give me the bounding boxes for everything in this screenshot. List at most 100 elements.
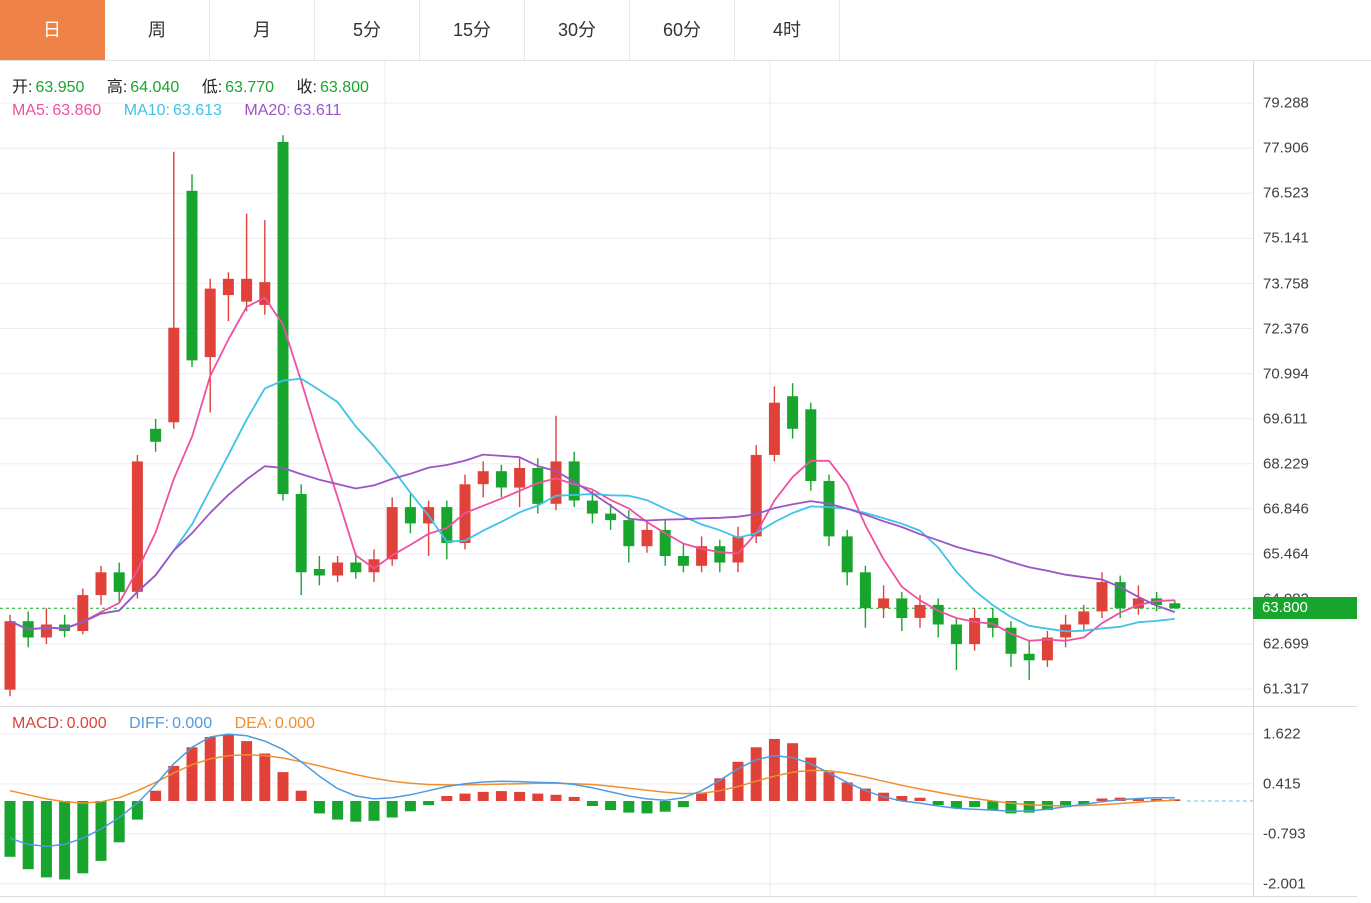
- macd-bar: [386, 801, 398, 818]
- macd-bar: [859, 788, 871, 801]
- candle: [859, 565, 871, 628]
- macd-bar: [168, 765, 180, 801]
- timeframe-tab[interactable]: 5分: [315, 0, 420, 60]
- macd-bar: [368, 801, 380, 821]
- ma-readout: MA5: 63.860 MA10: 63.613 MA20: 63.611: [12, 102, 359, 120]
- macd-bar: [477, 791, 489, 801]
- macd-bar: [568, 796, 580, 801]
- low-label: 低:: [201, 79, 223, 96]
- macd-bar: [841, 782, 853, 801]
- dea-line: [9, 753, 1175, 807]
- candle: [823, 474, 835, 547]
- timeframe-tab[interactable]: 30分: [525, 0, 630, 60]
- price-axis-label: 70.994: [1263, 365, 1309, 383]
- timeframe-tab[interactable]: 15分: [420, 0, 525, 60]
- ma5-line: [9, 296, 1175, 642]
- macd-bar: [95, 801, 107, 861]
- macd-bar: [495, 791, 507, 801]
- macd-bar: [623, 801, 635, 813]
- macd-bar: [987, 801, 999, 811]
- candle: [241, 213, 253, 312]
- price-axis-label: 76.523: [1263, 184, 1309, 202]
- price-axis-label: 66.846: [1263, 500, 1309, 518]
- high-value: 64.040: [130, 79, 180, 96]
- candle: [768, 386, 780, 462]
- candle: [550, 415, 562, 511]
- macd-bar: [1005, 801, 1017, 814]
- macd-bar: [823, 772, 835, 801]
- ma20-line: [9, 453, 1176, 631]
- candle: [113, 562, 125, 602]
- price-axis-label: 65.464: [1263, 545, 1309, 563]
- candle: [350, 552, 362, 579]
- macd-bar: [1096, 798, 1108, 801]
- candle: [878, 585, 890, 618]
- timeframe-tab[interactable]: 周: [105, 0, 210, 60]
- macd-bar: [768, 739, 780, 801]
- candle: [4, 614, 16, 697]
- candle: [1132, 585, 1144, 615]
- ma5-value: 63.860: [52, 102, 102, 119]
- price-axis-label: 72.376: [1263, 320, 1309, 337]
- candle: [696, 536, 708, 573]
- candle: [1078, 604, 1090, 631]
- candle: [841, 529, 853, 586]
- candle: [40, 608, 52, 644]
- macd-bar: [77, 801, 89, 874]
- timeframe-tab[interactable]: 4时: [735, 0, 840, 60]
- candle: [332, 556, 344, 583]
- macd-bar: [1060, 801, 1072, 808]
- macd-bar: [22, 801, 34, 870]
- macd-bar: [605, 801, 617, 811]
- ma10-label: MA10:: [123, 102, 170, 119]
- macd-bar: [586, 801, 598, 806]
- macd-bar: [313, 801, 325, 814]
- candle: [295, 484, 307, 596]
- close-label: 收:: [296, 79, 317, 96]
- main-grid: [0, 61, 1253, 706]
- candle: [932, 598, 944, 638]
- open-value: 63.950: [35, 79, 85, 96]
- dea-label: DEA:: [234, 715, 272, 732]
- timeframe-tab[interactable]: 60分: [630, 0, 735, 60]
- current-price-badge: 63.800: [1253, 597, 1357, 620]
- price-axis-label: 69.611: [1263, 410, 1308, 428]
- candle: [168, 151, 180, 429]
- candle: [586, 490, 598, 524]
- candle: [969, 608, 981, 651]
- timeframe-tab[interactable]: 月: [210, 0, 315, 60]
- open-label: 开:: [12, 79, 33, 96]
- price-axis-label: 62.699: [1263, 635, 1309, 653]
- timeframe-tabs: 日周月 5分 15分 30分 60分 4时: [0, 0, 1371, 61]
- macd-bar: [204, 737, 216, 801]
- macd-bar: [186, 747, 198, 801]
- timeframe-tab[interactable]: 日: [0, 0, 105, 60]
- price-axis-label: 61.317: [1263, 680, 1309, 698]
- macd-bar: [969, 801, 981, 808]
- macd-readout: MACD: 0.000 DIFF: 0.000 DEA: 0.000: [12, 715, 333, 733]
- macd-bar: [514, 791, 526, 801]
- macd-chart[interactable]: [0, 706, 1253, 896]
- price-axis-label: 75.141: [1263, 229, 1309, 247]
- macd-bar: [441, 796, 453, 801]
- dea-value: 0.000: [274, 715, 315, 732]
- macd-axis-label: -2.001: [1263, 875, 1306, 893]
- macd-bar: [40, 801, 52, 878]
- macd-bar: [1169, 799, 1181, 801]
- candle: [441, 500, 453, 560]
- macd-bar: [241, 741, 253, 801]
- candle: [59, 614, 71, 638]
- macd-bar: [423, 801, 435, 806]
- high-label: 高:: [106, 79, 128, 96]
- candle: [1005, 621, 1017, 667]
- macd-bar: [4, 801, 16, 857]
- candle: [204, 278, 216, 413]
- price-axis-label: 68.229: [1263, 455, 1309, 473]
- macd-axis-label: -0.793: [1263, 825, 1306, 843]
- value-axis: 79.288 77.906 76.523 75.141 73.758 72.376 70.9…: [1253, 61, 1358, 896]
- macd-bar: [914, 797, 926, 801]
- candlestick-chart[interactable]: [0, 61, 1253, 706]
- candle: [150, 419, 162, 452]
- macd-bar: [332, 801, 344, 820]
